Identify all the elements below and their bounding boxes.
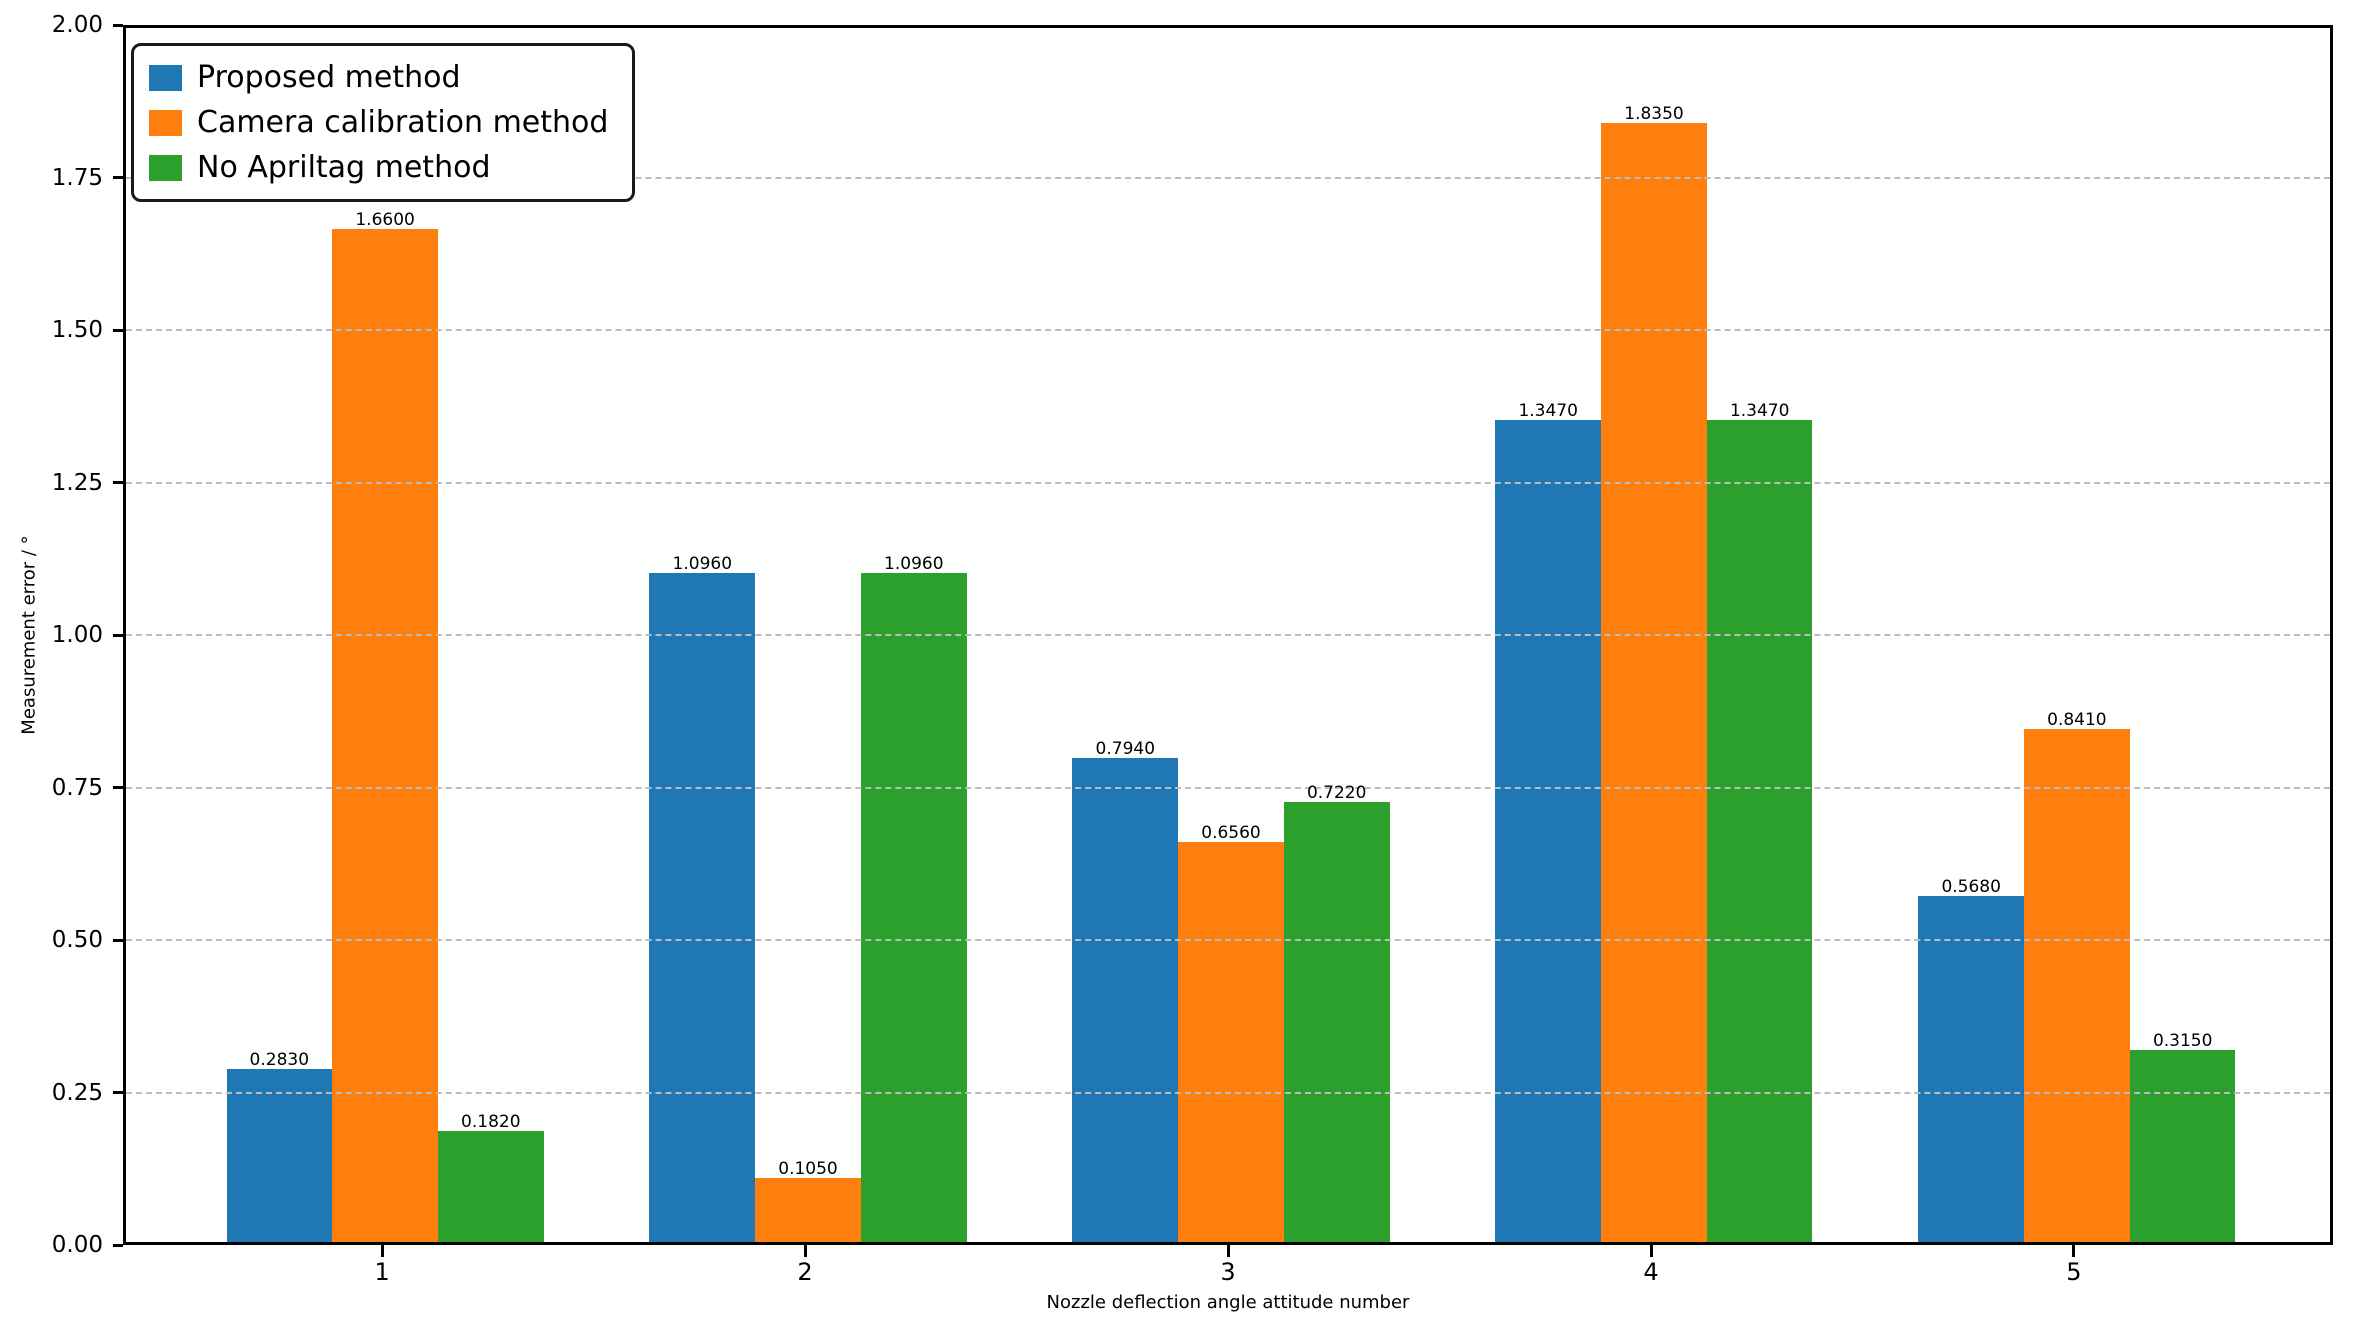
bar-value-label: 0.1820 <box>461 1112 521 1132</box>
bar-camera-calibration-method-cat4 <box>1601 122 1707 1242</box>
gridline-y-0.5 <box>126 939 2330 941</box>
legend-item-proposed-method: Proposed method <box>149 55 608 100</box>
x-tick-mark <box>1649 1245 1653 1257</box>
x-tick-label: 2 <box>797 1258 813 1286</box>
bar-no-apriltag-method-cat3 <box>1283 801 1390 1242</box>
bar-value-label: 0.7220 <box>1306 782 1367 803</box>
legend: Proposed method Camera calibration metho… <box>131 43 636 202</box>
bar-value-label: 1.8350 <box>1624 103 1684 124</box>
bar-proposed-method-cat3 <box>1072 757 1179 1242</box>
y-tick-mark <box>113 328 123 332</box>
bar-proposed-method-cat4 <box>1495 420 1602 1242</box>
y-tick-label: 2.00 <box>51 12 103 38</box>
gridline-y-1.5 <box>126 329 2330 331</box>
y-tick-label: 1.50 <box>51 317 103 343</box>
bar-value-label: 1.0960 <box>884 554 944 575</box>
bar-value-label: 0.5680 <box>1941 876 2001 897</box>
legend-swatch-orange-icon <box>149 109 182 136</box>
legend-swatch-blue-icon <box>149 64 182 91</box>
y-tick-mark <box>113 23 123 27</box>
legend-swatch-green-icon <box>149 154 182 181</box>
y-tick-label: 0.00 <box>51 1232 103 1258</box>
y-tick-mark <box>113 633 123 637</box>
bar-value-label: 1.0960 <box>672 554 733 575</box>
y-tick-label: 0.50 <box>51 927 103 953</box>
gridline-y-0.75 <box>126 786 2330 789</box>
y-axis-label: Measurement error / ° <box>18 535 40 735</box>
bar-camera-calibration-method-cat3 <box>1178 841 1284 1242</box>
y-tick-mark <box>113 786 123 789</box>
gridline-y-1.25 <box>126 481 2330 484</box>
y-tick-mark <box>113 1091 123 1094</box>
x-tick-mark <box>2072 1245 2076 1257</box>
x-tick-label: 1 <box>374 1258 390 1286</box>
bar-value-label: 0.3150 <box>2152 1030 2213 1051</box>
x-tick-mark <box>803 1245 807 1257</box>
bar-camera-calibration-method-cat2 <box>755 1178 861 1242</box>
bar-value-label: 0.7940 <box>1095 738 1156 759</box>
gridline-y-1 <box>126 634 2330 636</box>
y-tick-label: 0.75 <box>51 774 103 801</box>
x-axis-label: Nozzle deflection angle attitude number <box>1046 1292 1410 1313</box>
y-tick-mark <box>113 938 123 942</box>
bar-value-label: 0.6560 <box>1201 822 1261 843</box>
x-tick-label: 5 <box>2066 1258 2082 1286</box>
gridline-y-0.25 <box>126 1091 2330 1094</box>
y-tick-mark <box>113 176 123 179</box>
bar-value-label: 1.3470 <box>1518 401 1578 422</box>
y-tick-mark <box>113 1243 123 1247</box>
legend-item-no-apriltag-method: No Apriltag method <box>149 145 608 190</box>
plot-area: 0.2830 1.0960 0.7940 1.3470 0.5680 1.6600 0.10… <box>123 25 2333 1245</box>
bar-value-label: 1.6600 <box>355 210 415 231</box>
y-tick-label: 1.00 <box>51 622 103 648</box>
y-tick-label: 1.25 <box>51 469 103 496</box>
x-tick-label: 3 <box>1220 1258 1236 1286</box>
bar-no-apriltag-method-cat1 <box>437 1131 544 1242</box>
bar-value-label: 0.1050 <box>778 1159 838 1179</box>
bar-camera-calibration-method-cat1 <box>332 229 438 1242</box>
bar-value-label: 0.8410 <box>2047 710 2107 730</box>
y-tick-mark <box>113 481 123 484</box>
bar-proposed-method-cat5 <box>1918 895 2024 1242</box>
gridline-y-1.75 <box>126 176 2330 179</box>
legend-label: Proposed method <box>197 59 461 95</box>
y-tick-label: 0.25 <box>51 1079 103 1106</box>
bar-proposed-method-cat2 <box>649 573 756 1242</box>
x-tick-mark <box>1226 1245 1230 1257</box>
y-tick-label: 1.75 <box>51 164 103 191</box>
bar-no-apriltag-method-cat5 <box>2129 1049 2236 1242</box>
bar-camera-calibration-method-cat5 <box>2024 729 2130 1242</box>
bar-value-label: 0.2830 <box>249 1050 310 1071</box>
bar-proposed-method-cat1 <box>226 1069 333 1242</box>
x-tick-label: 4 <box>1643 1258 1659 1286</box>
bar-no-apriltag-method-cat2 <box>860 573 967 1242</box>
legend-label: No Apriltag method <box>197 149 491 185</box>
x-tick-mark <box>380 1245 384 1257</box>
bar-value-label: 1.3470 <box>1729 401 1790 422</box>
legend-item-camera-calibration-method: Camera calibration method <box>149 100 608 145</box>
bar-no-apriltag-method-cat4 <box>1706 420 1813 1242</box>
legend-label: Camera calibration method <box>197 104 609 140</box>
